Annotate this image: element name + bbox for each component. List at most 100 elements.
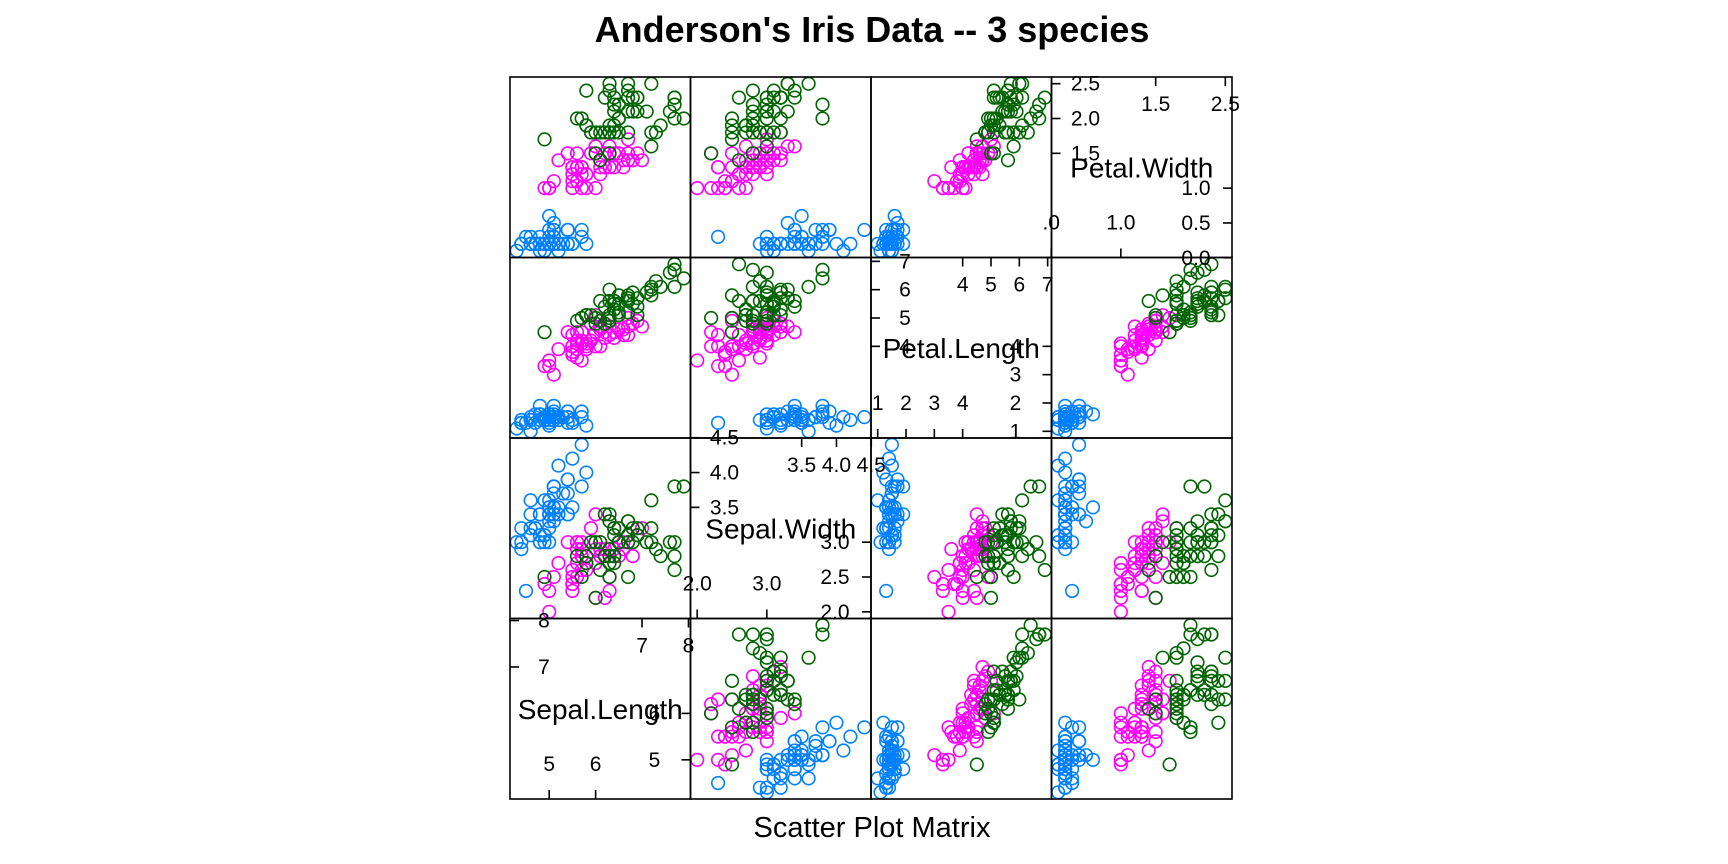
data-point — [551, 236, 566, 251]
data-point — [1148, 710, 1163, 726]
data-point — [1006, 139, 1021, 154]
data-point — [964, 697, 979, 712]
data-point — [1190, 655, 1205, 670]
data-point — [1155, 507, 1170, 522]
data-point — [843, 412, 858, 428]
data-point — [794, 729, 809, 744]
data-point — [1000, 507, 1016, 522]
data-point — [759, 734, 774, 749]
data-point — [551, 555, 566, 571]
tick-label: 2.0 — [820, 601, 849, 624]
data-point — [787, 748, 802, 763]
data-point — [787, 692, 802, 707]
data-point — [1012, 650, 1027, 665]
data-point — [560, 486, 575, 501]
data-point — [927, 174, 942, 189]
data-point — [738, 724, 754, 740]
data-point — [857, 222, 872, 238]
data-point — [752, 701, 767, 716]
data-point — [1127, 729, 1142, 744]
data-point — [546, 236, 561, 251]
data-point — [1204, 528, 1219, 543]
tick-label: 5 — [543, 753, 555, 776]
data-point — [514, 415, 529, 430]
data-point — [961, 535, 976, 550]
data-point — [759, 322, 774, 337]
data-point — [1058, 738, 1073, 753]
data-point — [667, 535, 682, 550]
data-point — [574, 562, 589, 578]
data-point — [690, 752, 705, 767]
tick-label: 6 — [649, 702, 661, 725]
data-point — [1000, 548, 1016, 564]
data-point — [724, 724, 740, 740]
data-point — [731, 729, 747, 744]
data-point — [896, 507, 911, 522]
data-point — [1134, 724, 1149, 740]
tick-label: 4 — [957, 392, 969, 415]
data-point — [1169, 535, 1184, 550]
data-point — [759, 669, 774, 684]
data-point — [989, 111, 1004, 126]
data-point — [759, 160, 774, 175]
tick-label: 1.0 — [1106, 212, 1135, 235]
tick-label: 2.5 — [820, 566, 849, 589]
data-point — [745, 683, 761, 698]
data-point — [829, 236, 844, 251]
data-point — [565, 236, 580, 251]
data-point — [1197, 548, 1212, 564]
data-point — [611, 305, 626, 320]
data-point — [1148, 325, 1163, 340]
data-point — [1015, 535, 1030, 550]
data-point — [1071, 720, 1087, 735]
data-point — [574, 479, 589, 494]
data-point — [1127, 715, 1142, 730]
data-point — [794, 208, 809, 224]
tick-label: 4 — [1010, 335, 1022, 358]
data-point — [620, 104, 636, 119]
data-point — [1148, 706, 1163, 721]
data-point — [836, 410, 851, 425]
data-point — [989, 683, 1004, 698]
data-point — [724, 125, 740, 140]
data-point — [1113, 353, 1128, 368]
data-point — [1134, 678, 1149, 693]
data-point — [537, 569, 552, 585]
data-point — [1058, 514, 1073, 529]
data-point — [1155, 535, 1170, 550]
data-point — [574, 336, 589, 351]
data-point — [542, 353, 557, 368]
data-point — [1183, 618, 1198, 633]
data-point — [1134, 701, 1149, 716]
data-point — [588, 125, 603, 140]
data-point — [574, 535, 589, 550]
data-point — [602, 542, 617, 557]
data-point — [947, 576, 962, 592]
data-point — [546, 479, 561, 494]
data-point — [630, 521, 645, 536]
tick-label: 2.0 — [683, 573, 712, 596]
data-point — [969, 590, 984, 605]
data-point — [881, 752, 897, 767]
data-point — [822, 734, 837, 749]
tick-label: 1 — [1010, 420, 1022, 443]
data-point — [986, 555, 1001, 571]
data-point — [593, 339, 608, 354]
data-point — [565, 160, 580, 175]
data-point — [607, 521, 622, 536]
data-point — [1148, 569, 1163, 585]
data-point — [876, 715, 891, 730]
data-point — [978, 535, 993, 550]
data-point — [569, 535, 585, 550]
data-point — [773, 125, 788, 140]
data-point — [879, 500, 894, 515]
data-point — [759, 701, 774, 716]
data-point — [955, 706, 970, 721]
data-point — [801, 76, 816, 91]
data-point — [644, 282, 659, 297]
data-point — [766, 757, 781, 772]
data-point — [593, 125, 608, 140]
chart-title: Anderson's Iris Data -- 3 species — [595, 9, 1150, 50]
data-point — [1134, 542, 1149, 557]
